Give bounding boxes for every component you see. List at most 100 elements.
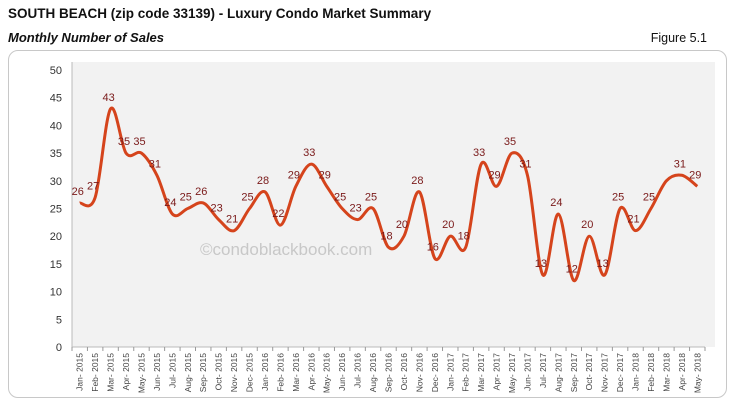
data-label: 35 (118, 136, 130, 148)
data-label: 25 (241, 192, 253, 204)
data-label: 33 (473, 147, 485, 159)
chart-subtitle: Monthly Number of Sales (8, 30, 165, 45)
data-label: 20 (581, 219, 593, 231)
data-label: 33 (303, 147, 315, 159)
y-tick-label: 50 (50, 65, 62, 77)
data-label: 43 (102, 92, 114, 104)
y-tick-label: 5 (56, 314, 62, 326)
x-tick-label: Feb- 2017 (461, 353, 471, 392)
data-label: 25 (365, 192, 377, 204)
x-tick-label: May- 2015 (136, 353, 146, 393)
x-tick-label: May- 2016 (322, 353, 332, 393)
x-tick-label: Jun- 2017 (522, 353, 532, 391)
data-label: 26 (195, 186, 207, 198)
x-tick-label: Mar- 2017 (476, 353, 486, 392)
data-label: 22 (272, 208, 284, 220)
x-tick-label: Mar- 2018 (661, 353, 671, 392)
data-label: 31 (149, 158, 161, 170)
x-tick-label: Dec- 2015 (245, 353, 255, 392)
x-tick-label: Apr- 2018 (677, 353, 687, 391)
page-title: SOUTH BEACH (zip code 33139) - Luxury Co… (8, 6, 432, 21)
x-tick-label: Feb- 2018 (646, 353, 656, 392)
x-tick-label: Nov- 2017 (600, 353, 610, 392)
y-tick-label: 25 (50, 204, 62, 216)
data-label: 28 (411, 175, 423, 187)
x-tick-label: Jan- 2016 (260, 353, 270, 391)
data-label: 35 (133, 136, 145, 148)
data-label: 29 (488, 169, 500, 181)
x-tick-label: Oct- 2016 (399, 353, 409, 391)
x-tick-label: Oct- 2017 (584, 353, 594, 391)
x-tick-label: May- 2018 (692, 353, 702, 393)
x-tick-label: Mar- 2015 (106, 353, 116, 392)
y-tick-label: 35 (50, 148, 62, 160)
data-label: 25 (643, 192, 655, 204)
data-label: 25 (180, 192, 192, 204)
data-label: 25 (612, 192, 624, 204)
x-tick-label: May- 2017 (507, 353, 517, 393)
y-tick-label: 40 (50, 120, 62, 132)
x-tick-label: Jun- 2015 (152, 353, 162, 391)
x-tick-label: Feb- 2016 (275, 353, 285, 392)
plot-area (72, 62, 715, 347)
data-label: 23 (349, 203, 361, 215)
x-tick-label: Sep- 2016 (384, 353, 394, 392)
x-tick-label: Feb- 2015 (90, 353, 100, 392)
data-label: 26 (72, 186, 84, 198)
x-tick-label: Jan- 2018 (631, 353, 641, 391)
y-tick-label: 15 (50, 259, 62, 271)
x-tick-label: Sep- 2017 (569, 353, 579, 392)
data-label: 13 (535, 258, 547, 270)
data-label: 24 (550, 197, 562, 209)
x-tick-label: Sep- 2015 (198, 353, 208, 392)
x-tick-label: Jan- 2017 (445, 353, 455, 391)
data-label: 25 (334, 192, 346, 204)
x-tick-label: Apr- 2016 (306, 353, 316, 391)
data-label: 23 (211, 203, 223, 215)
data-label: 29 (288, 169, 300, 181)
data-label: 31 (519, 158, 531, 170)
x-tick-label: Aug- 2017 (553, 353, 563, 392)
x-tick-label: Jan- 2015 (75, 353, 85, 391)
data-label: 18 (458, 230, 470, 242)
watermark: ©condoblackbook.com (200, 240, 372, 259)
x-tick-label: Aug- 2015 (183, 353, 193, 392)
y-tick-label: 10 (50, 287, 62, 299)
x-tick-label: Dec- 2016 (430, 353, 440, 392)
x-tick-label: Apr- 2015 (121, 353, 131, 391)
y-tick-label: 0 (56, 342, 62, 354)
data-label: 35 (504, 136, 516, 148)
x-tick-label: Dec- 2017 (615, 353, 625, 392)
data-label: 24 (164, 197, 176, 209)
x-tick-label: Jun- 2016 (337, 353, 347, 391)
y-tick-label: 45 (50, 93, 62, 105)
x-tick-label: Jul- 2016 (353, 353, 363, 388)
y-tick-label: 20 (50, 231, 62, 243)
x-tick-label: Jul- 2017 (538, 353, 548, 388)
data-label: 21 (226, 214, 238, 226)
data-label: 31 (674, 158, 686, 170)
data-label: 20 (396, 219, 408, 231)
x-tick-label: Nov- 2016 (414, 353, 424, 392)
data-label: 21 (627, 214, 639, 226)
data-label: 12 (566, 264, 578, 276)
data-label: 28 (257, 175, 269, 187)
data-label: 13 (597, 258, 609, 270)
data-label: 29 (689, 169, 701, 181)
series-line (79, 106, 699, 283)
figure-number: Figure 5.1 (650, 31, 707, 45)
x-tick-label: Apr- 2017 (492, 353, 502, 391)
data-label: 16 (427, 241, 439, 253)
chart-frame (8, 50, 727, 398)
data-label: 18 (380, 230, 392, 242)
x-tick-label: Aug- 2016 (368, 353, 378, 392)
x-tick-label: Nov- 2015 (229, 353, 239, 392)
x-tick-label: Mar- 2016 (291, 353, 301, 392)
data-label: 20 (442, 219, 454, 231)
data-label: 27 (87, 180, 99, 192)
x-tick-label: Oct- 2015 (214, 353, 224, 391)
x-tick-label: Jul- 2015 (167, 353, 177, 388)
data-label: 29 (319, 169, 331, 181)
y-tick-label: 30 (50, 176, 62, 188)
